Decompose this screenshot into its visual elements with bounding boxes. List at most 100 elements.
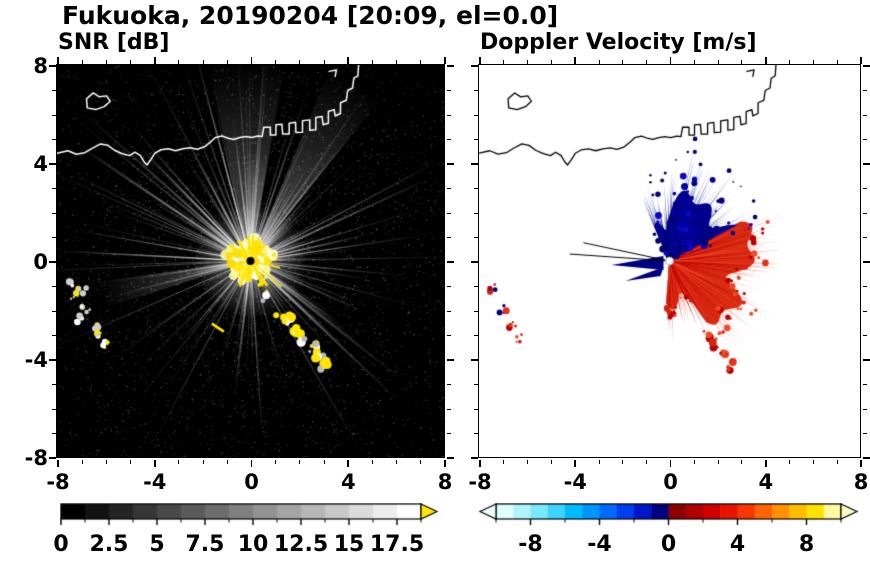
axis-tick (479, 57, 481, 65)
axis-tick (446, 114, 451, 116)
y-tick-label: 4 (33, 152, 48, 176)
axis-tick (446, 65, 454, 67)
colorbar-tick-label: 8 (798, 532, 815, 557)
x-tick-label: 0 (663, 470, 678, 494)
x-tick-label: 4 (758, 470, 774, 494)
axis-tick (446, 90, 451, 91)
axis-tick (153, 57, 156, 65)
axis-tick (52, 114, 57, 116)
axis-tick (860, 459, 862, 467)
axis-tick (862, 457, 870, 459)
axis-tick (503, 60, 505, 65)
axis-tick (862, 188, 867, 189)
axis-tick (789, 459, 791, 464)
axis-tick (52, 139, 57, 140)
axis-tick (471, 261, 479, 263)
axis-tick (471, 65, 479, 67)
axis-tick (226, 459, 228, 464)
axis-tick (862, 286, 867, 287)
axis-tick (836, 459, 838, 464)
x-tick-label: -4 (563, 470, 587, 494)
axis-tick (446, 335, 451, 336)
axis-tick (446, 212, 451, 214)
axis-tick (52, 310, 57, 312)
axis-tick (862, 384, 867, 385)
axis-tick (764, 459, 767, 467)
axis-tick (474, 237, 479, 238)
axis-tick (446, 237, 451, 238)
axis-tick (446, 261, 454, 263)
axis-tick (347, 459, 350, 467)
doppler-radar-image (479, 65, 861, 458)
y-tick-label: -4 (24, 348, 48, 372)
axis-tick (550, 459, 552, 464)
axis-tick (622, 60, 624, 65)
snr-radar-image (57, 65, 445, 458)
axis-tick (812, 459, 814, 464)
doppler-colorbar (478, 503, 866, 529)
axis-tick (371, 459, 373, 464)
axis-tick (446, 433, 451, 434)
axis-tick (862, 261, 870, 263)
axis-tick (49, 457, 57, 459)
axis-tick (323, 459, 325, 464)
axis-tick (474, 212, 479, 214)
axis-tick (446, 188, 451, 189)
axis-tick (471, 359, 479, 361)
colorbar-tick-label: 0 (53, 532, 69, 557)
axis-tick (446, 457, 454, 459)
axis-tick (52, 384, 57, 385)
x-tick-label: -8 (46, 470, 70, 494)
axis-tick (474, 335, 479, 336)
x-tick-label: 8 (853, 470, 869, 494)
axis-tick (474, 310, 479, 312)
axis-tick (420, 459, 422, 464)
axis-tick (764, 57, 767, 65)
axis-tick (717, 60, 719, 65)
doppler-panel-title: Doppler Velocity [m/s] (480, 30, 757, 55)
axis-tick (250, 459, 253, 467)
axis-tick (862, 65, 870, 67)
axis-tick (446, 310, 451, 312)
axis-tick (444, 459, 446, 467)
axis-tick (446, 286, 451, 287)
axis-tick (49, 261, 57, 263)
axis-tick (474, 286, 479, 287)
colorbar-tick-label: 7.5 (185, 532, 225, 557)
axis-tick (446, 408, 451, 410)
colorbar-tick-label: 17.5 (369, 532, 425, 557)
axis-tick (669, 57, 672, 65)
axis-tick (202, 459, 204, 464)
axis-tick (741, 459, 743, 464)
axis-tick (669, 459, 672, 467)
axis-tick (52, 212, 57, 214)
axis-tick (789, 60, 791, 65)
axis-tick (693, 60, 695, 65)
axis-tick (741, 60, 743, 65)
axis-tick (646, 60, 648, 65)
axis-tick (250, 57, 253, 65)
colorbar-tick-label: -4 (587, 532, 612, 557)
axis-tick (550, 60, 552, 65)
axis-tick (693, 459, 695, 464)
axis-tick (862, 163, 870, 165)
axis-tick (574, 57, 577, 65)
axis-tick (130, 60, 132, 65)
axis-tick (862, 212, 867, 214)
axis-tick (347, 57, 350, 65)
axis-tick (474, 384, 479, 385)
axis-tick (474, 114, 479, 116)
axis-tick (153, 459, 156, 467)
axis-tick (862, 114, 867, 116)
colorbar-tick-label: 4 (729, 532, 746, 557)
axis-tick (105, 459, 107, 464)
x-tick-label: -4 (143, 470, 167, 494)
colorbar-tick-label: 5 (149, 532, 165, 557)
axis-tick (49, 359, 57, 361)
axis-tick (474, 139, 479, 140)
axis-tick (57, 57, 59, 65)
snr-plot-box (56, 64, 446, 459)
colorbar-tick-label: 12.5 (273, 532, 329, 557)
axis-tick (812, 60, 814, 65)
axis-tick (862, 90, 867, 91)
